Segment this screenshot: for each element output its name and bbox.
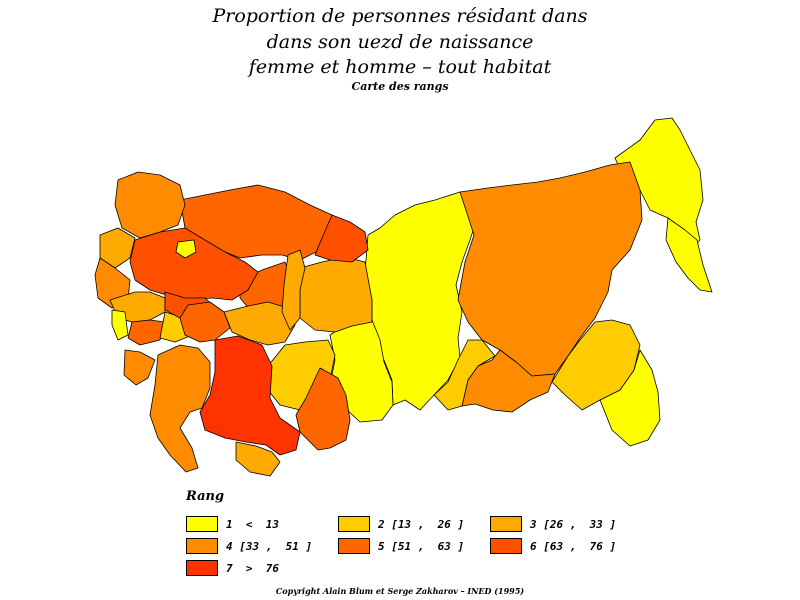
copyright-notice: Copyright Alain Blum et Serge Zakharov –… bbox=[275, 586, 525, 596]
legend-title: Rang bbox=[186, 489, 225, 504]
region-moscow bbox=[175, 239, 197, 259]
legend-item-rank-3: 3 [26 , 33 ] bbox=[490, 515, 616, 533]
legend-item-rank-1: 1 < 13 bbox=[186, 515, 279, 533]
region-caucasus bbox=[123, 349, 156, 386]
legend-label: 7 > 76 bbox=[226, 561, 279, 575]
legend-label: 6 [63 , 76 ] bbox=[530, 539, 617, 553]
legend-swatch bbox=[490, 516, 522, 532]
region-finland bbox=[114, 171, 186, 239]
legend-swatch bbox=[338, 516, 370, 532]
region-tobolsk bbox=[299, 256, 373, 333]
region-crimea bbox=[127, 319, 166, 346]
region-kamchatka bbox=[665, 217, 713, 293]
legend-label: 1 < 13 bbox=[226, 517, 279, 531]
map-title-line-1: Proportion de personnes résidant dans bbox=[212, 5, 588, 27]
legend-label: 4 [33 , 51 ] bbox=[226, 539, 313, 553]
legend-item-rank-7: 7 > 76 bbox=[186, 559, 279, 577]
map-title-line-2: dans son uezd de naissance bbox=[266, 31, 534, 53]
legend-item-rank-2: 2 [13 , 26 ] bbox=[338, 515, 464, 533]
region-transcaspia bbox=[149, 344, 211, 473]
legend-item-rank-5: 5 [51 , 63 ] bbox=[338, 537, 464, 555]
region-orenburg bbox=[223, 301, 296, 346]
legend-item-rank-6: 6 [63 , 76 ] bbox=[490, 537, 616, 555]
legend-swatch bbox=[186, 560, 218, 576]
region-uralsk bbox=[179, 301, 231, 343]
legend-swatch bbox=[186, 538, 218, 554]
region-turkestan bbox=[235, 441, 281, 477]
region-primorye bbox=[551, 319, 641, 411]
legend-label: 2 [13 , 26 ] bbox=[378, 517, 465, 531]
legend-swatch bbox=[490, 538, 522, 554]
region-vologda bbox=[314, 214, 369, 263]
region-bessarabia bbox=[111, 309, 129, 341]
legend-swatch bbox=[338, 538, 370, 554]
region-turgai bbox=[281, 249, 306, 331]
region-irkutsk bbox=[433, 339, 496, 411]
map-title-line-3: femme et homme – tout habitat bbox=[248, 56, 552, 78]
region-central-russia bbox=[129, 227, 259, 301]
region-yakutia bbox=[457, 161, 643, 377]
region-chukotka bbox=[614, 117, 704, 251]
legend-item-rank-4: 4 [33 , 51 ] bbox=[186, 537, 312, 555]
region-syr-darya bbox=[199, 335, 301, 456]
map-subtitle: Carte des rangs bbox=[351, 80, 449, 93]
legend-swatch bbox=[186, 516, 218, 532]
legend-label: 3 [26 , 33 ] bbox=[530, 517, 617, 531]
region-semirechye bbox=[295, 367, 351, 451]
legend-label: 5 [51 , 63 ] bbox=[378, 539, 465, 553]
